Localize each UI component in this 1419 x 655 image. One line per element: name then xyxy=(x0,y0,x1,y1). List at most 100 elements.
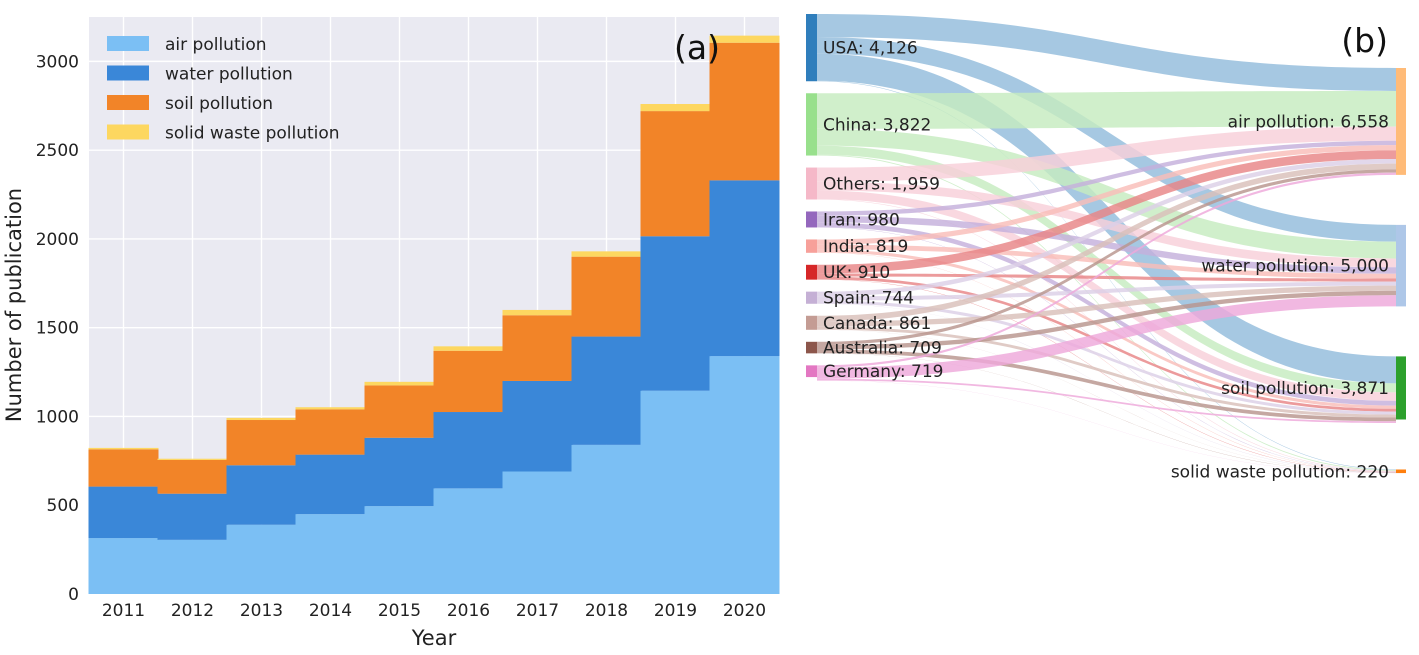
bar-segment xyxy=(295,407,366,410)
sankey-target-label: water pollution: 5,000 xyxy=(1201,257,1389,277)
sankey-link xyxy=(817,158,1396,297)
sankey-source-node xyxy=(806,264,817,280)
sankey-link xyxy=(817,222,1396,406)
bar-segment xyxy=(433,488,504,594)
sankey-target-node xyxy=(1396,224,1406,307)
source-separator: : xyxy=(871,289,882,309)
source-separator: : xyxy=(872,115,883,135)
target-value: 220 xyxy=(1357,462,1389,482)
source-value: 719 xyxy=(911,362,943,382)
source-separator: : xyxy=(898,339,909,359)
sankey-link xyxy=(817,172,1396,368)
legend-swatch xyxy=(107,65,149,81)
source-value: 4,126 xyxy=(869,39,918,59)
sankey-source-node xyxy=(806,211,817,228)
source-name: China xyxy=(823,115,872,135)
sankey-link xyxy=(817,198,1396,472)
bar-segment xyxy=(571,251,642,257)
source-name: Iran xyxy=(823,210,856,230)
x-tick-label: 2018 xyxy=(585,601,628,621)
sankey-source-node xyxy=(806,341,817,354)
bar-segment xyxy=(502,315,573,381)
sankey-link xyxy=(817,80,1396,470)
bar-segment xyxy=(640,236,711,391)
bar-segment xyxy=(157,493,228,540)
sankey-link xyxy=(817,281,1396,301)
bar-segment xyxy=(88,447,159,450)
sankey-source-label: China: 3,822 xyxy=(823,115,931,135)
source-separator: : xyxy=(865,237,876,257)
sankey-source-node xyxy=(806,14,817,82)
sankey-source-node xyxy=(806,93,817,156)
legend-swatch xyxy=(107,36,149,51)
source-value: 910 xyxy=(858,263,890,283)
sankey-link xyxy=(817,276,1396,412)
sankey-links xyxy=(817,14,1396,474)
sankey-link xyxy=(817,252,1396,473)
bars xyxy=(88,35,780,594)
sankey-link xyxy=(817,154,1396,471)
sankey-link xyxy=(817,295,1396,379)
sankey-link xyxy=(817,190,1396,401)
target-name: air pollution xyxy=(1228,112,1330,132)
sankey-target-label: soil pollution: 3,871 xyxy=(1221,379,1389,399)
sankey-link xyxy=(817,140,1396,216)
y-tick-label: 3000 xyxy=(36,52,79,72)
sankey-link xyxy=(817,244,1396,279)
sankey-source-node xyxy=(806,239,817,253)
source-name: Others xyxy=(823,175,880,195)
bar-segment xyxy=(364,381,435,386)
target-separator: : xyxy=(1329,257,1340,277)
sankey-link xyxy=(817,169,1396,346)
bar-segment xyxy=(88,486,159,539)
bar-segment xyxy=(433,412,504,489)
sankey-source-node xyxy=(806,167,817,200)
bar-segment xyxy=(502,380,573,472)
source-value: 980 xyxy=(867,210,899,230)
sankey-link xyxy=(817,380,1396,474)
x-axis-label: Year xyxy=(411,626,457,650)
source-value: 861 xyxy=(899,314,931,334)
x-tick-label: 2013 xyxy=(240,601,283,621)
sankey-source-node xyxy=(806,315,817,330)
sankey-source-label: Iran: 980 xyxy=(823,210,900,230)
sankey-source-node xyxy=(806,291,817,304)
sankey-link xyxy=(817,349,1396,422)
target-value: 3,871 xyxy=(1340,379,1389,399)
sankey-link xyxy=(817,329,1396,473)
y-tick-label: 0 xyxy=(68,585,79,605)
bar-segment xyxy=(364,506,435,594)
target-separator: : xyxy=(1329,112,1340,132)
source-name: Australia xyxy=(823,339,898,359)
sankey-link xyxy=(817,181,1396,268)
bar-segment xyxy=(226,417,297,421)
sankey-link xyxy=(817,353,1396,473)
bar-segment xyxy=(226,465,297,525)
source-separator: : xyxy=(858,39,869,59)
sankey-link xyxy=(817,290,1396,350)
bar-segment xyxy=(226,420,297,466)
source-value: 709 xyxy=(909,339,941,359)
target-separator: : xyxy=(1345,462,1356,482)
bar-segment xyxy=(364,385,435,438)
bar-segment xyxy=(640,390,711,594)
sankey-link xyxy=(817,53,1396,384)
legend: air pollution water pollution soil polluti… xyxy=(107,35,340,144)
legend-swatch xyxy=(107,124,149,140)
y-tick-label: 1000 xyxy=(36,407,79,427)
sankey-link xyxy=(817,273,1396,282)
sankey-link xyxy=(817,126,1396,182)
bar-segment xyxy=(295,409,366,455)
bar-segment xyxy=(709,42,780,181)
bar-segment xyxy=(709,356,780,594)
sankey-target-node xyxy=(1396,469,1406,474)
sankey-source-label: USA: 4,126 xyxy=(823,39,918,59)
target-name: soil pollution xyxy=(1221,379,1329,399)
source-name: India xyxy=(823,237,865,257)
target-value: 5,000 xyxy=(1340,257,1389,277)
sankey-link xyxy=(817,145,1396,393)
sankey-link xyxy=(817,128,1396,259)
sankey-source-label: India: 819 xyxy=(823,237,908,257)
legend-label: air pollution xyxy=(165,35,267,55)
source-value: 1,959 xyxy=(891,175,940,195)
